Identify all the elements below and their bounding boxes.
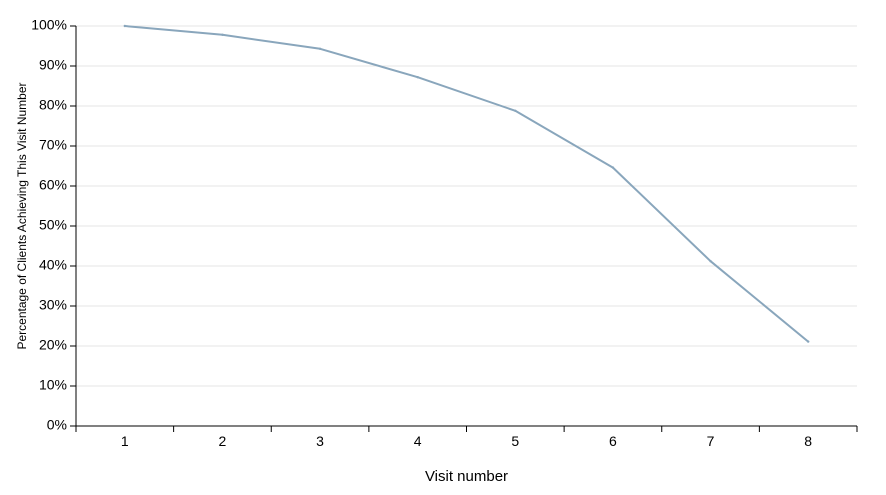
x-tick-label: 4 <box>414 433 422 449</box>
x-tick-label: 1 <box>121 433 129 449</box>
x-tick-label: 3 <box>316 433 324 449</box>
data-point <box>416 76 419 79</box>
y-tick-label: 20% <box>39 337 67 353</box>
series-line <box>123 25 810 343</box>
data-point <box>123 24 127 28</box>
y-tick-label: 80% <box>39 97 67 113</box>
data-point <box>806 340 810 343</box>
y-tick-label: 70% <box>39 137 67 153</box>
x-tick-label: 8 <box>804 433 812 449</box>
y-tick-label: 10% <box>39 377 67 393</box>
x-tick-label: 5 <box>511 433 519 449</box>
y-axis-title: Percentage of Clients Achieving This Vis… <box>15 82 29 349</box>
y-tick-label: 60% <box>39 177 67 193</box>
data-point <box>318 47 322 50</box>
y-tick-label: 40% <box>39 257 67 273</box>
series-layer <box>123 24 810 343</box>
data-point <box>514 109 517 113</box>
x-tick-label: 6 <box>609 433 617 449</box>
y-axis-ticks: 0% 10% 20% 30% 40% 50% 60% 70% 80% 90% 100% <box>31 17 76 433</box>
x-tick-label: 7 <box>707 433 715 449</box>
x-axis-ticks: 1 2 3 4 5 6 7 8 <box>75 426 858 449</box>
y-tick-label: 0% <box>47 417 67 433</box>
data-point <box>611 166 615 169</box>
data-point <box>221 33 224 36</box>
data-point <box>709 260 712 263</box>
y-tick-label: 100% <box>31 17 67 33</box>
x-axis-title: Visit number <box>425 468 508 485</box>
y-tick-label: 90% <box>39 57 67 73</box>
y-tick-label: 50% <box>39 217 67 233</box>
y-tick-label: 30% <box>39 297 67 313</box>
x-tick-label: 2 <box>219 433 227 449</box>
gridlines <box>76 25 857 387</box>
